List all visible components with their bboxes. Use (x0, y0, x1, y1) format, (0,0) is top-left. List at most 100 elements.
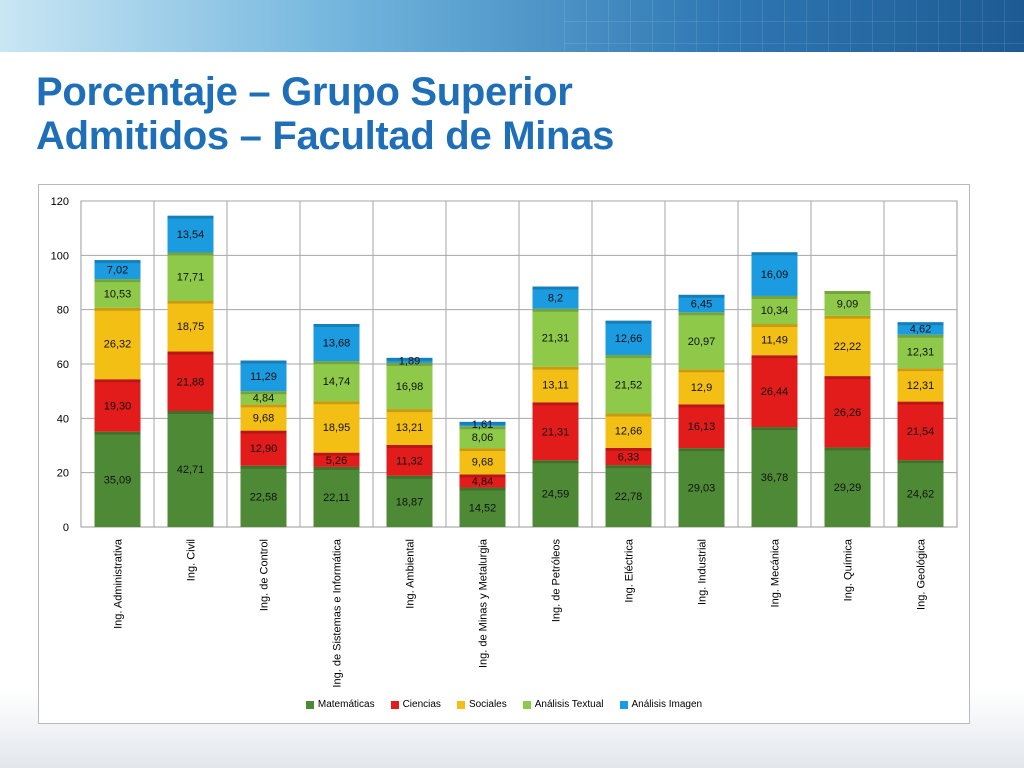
data-label: 26,44 (761, 386, 789, 398)
bar-segment-edge (606, 321, 652, 324)
data-label: 12,9 (691, 382, 712, 394)
data-label: 21,31 (542, 426, 570, 438)
data-label: 17,71 (177, 272, 205, 284)
bar-segment-edge (533, 402, 579, 405)
data-label: 16,09 (761, 269, 789, 281)
bar-segment-edge (533, 287, 579, 290)
bar-segment-edge (825, 291, 871, 294)
bar-segment-edge (533, 367, 579, 370)
data-label: 8,06 (472, 432, 493, 444)
legend-entry: Matemáticas (306, 699, 375, 710)
y-tick-label: 100 (51, 250, 69, 262)
y-tick-label: 40 (57, 413, 69, 425)
data-label: 13,68 (323, 338, 351, 350)
data-label: 29,03 (688, 483, 716, 495)
data-label: 21,88 (177, 376, 205, 388)
bar-segment-edge (95, 432, 141, 435)
data-label: 1,61 (472, 419, 493, 431)
slide-title-line-1: Porcentaje – Grupo Superior (36, 70, 614, 114)
data-label: 12,31 (907, 346, 935, 358)
bar-segment-edge (460, 448, 506, 451)
data-label: 5,26 (326, 455, 347, 467)
data-label: 21,52 (615, 379, 643, 391)
data-label: 12,66 (615, 333, 643, 345)
legend-swatch (391, 701, 399, 709)
data-label: 1,89 (399, 355, 420, 367)
x-tick-label: Ing. de Control (259, 539, 271, 611)
bar-segment-edge (679, 295, 725, 298)
slide-title: Porcentaje – Grupo Superior Admitidos – … (36, 70, 614, 158)
bar-segment-edge (679, 312, 725, 315)
data-label: 9,68 (253, 412, 274, 424)
data-label: 24,62 (907, 489, 935, 501)
bar-segment-edge (825, 447, 871, 450)
bar-segment-edge (241, 466, 287, 469)
bar-segment-edge (95, 279, 141, 282)
legend-swatch (620, 701, 628, 709)
bar-segment-edge (314, 324, 360, 327)
data-label: 11,29 (250, 371, 277, 383)
data-label: 24,59 (542, 489, 570, 501)
bar-segment-edge (168, 301, 214, 304)
legend-label: Análisis Textual (535, 699, 604, 710)
data-label: 13,21 (396, 422, 424, 434)
bar-segment-edge (752, 252, 798, 255)
bar-segment-edge (898, 368, 944, 371)
bar-segment-edge (752, 427, 798, 430)
bar-segment-edge (606, 414, 652, 417)
bar-segment-edge (241, 360, 287, 363)
x-tick-label: Ing. Química (843, 538, 855, 601)
data-label: 4,84 (253, 393, 274, 405)
data-label: 14,74 (323, 376, 351, 388)
legend-entry: Análisis Imagen (620, 699, 703, 710)
bar-segment-edge (606, 448, 652, 451)
data-label: 19,30 (104, 400, 132, 412)
stacked-bar-chart: 0 20 40 60 80 100 120 35,09 42,71 22,58 22,11 18,87… (38, 184, 970, 724)
data-label: 9,68 (472, 456, 493, 468)
x-tick-label: Ing. Industrial (697, 539, 709, 605)
data-label: 16,13 (688, 421, 716, 433)
legend-entry: Ciencias (391, 699, 441, 710)
x-tick-label: Ing. Geológica (916, 538, 928, 610)
bar-segment-edge (168, 252, 214, 255)
bar-segment-edge (314, 401, 360, 404)
bar-segment-edge (752, 355, 798, 358)
bar-segment-edge (168, 216, 214, 219)
x-tick-label: Ing. Ambiental (405, 539, 417, 609)
y-tick-label: 120 (51, 196, 69, 208)
bar-segment-edge (387, 476, 433, 479)
data-label: 14,52 (469, 502, 497, 514)
bar-segment-edge (314, 361, 360, 364)
data-label: 21,31 (542, 333, 570, 345)
data-label: 35,09 (104, 474, 132, 486)
x-tick-label: Ing. Administrativa (113, 538, 125, 629)
data-label: 4,84 (472, 476, 493, 488)
data-label: 18,87 (396, 496, 424, 508)
data-label: 8,2 (548, 293, 563, 305)
bar-segment-edge (679, 448, 725, 451)
slide-title-line-2: Admitidos – Facultad de Minas (36, 114, 614, 158)
legend-swatch (523, 701, 531, 709)
x-tick-label: Ing. Mecánica (770, 538, 782, 607)
data-label: 21,54 (907, 426, 935, 438)
bar-segment-edge (460, 488, 506, 491)
data-label: 4,62 (910, 323, 931, 335)
legend-label: Ciencias (403, 699, 441, 710)
bar-segment-edge (752, 296, 798, 299)
bar-segment-edge (679, 369, 725, 372)
bar-segment-edge (168, 411, 214, 414)
bar-segment-edge (241, 404, 287, 407)
x-tick-label: Ing. de Sistemas e Informática (332, 538, 344, 687)
header-banner-pattern (564, 0, 1024, 52)
bar-segment-edge (533, 460, 579, 463)
x-tick-label: Ing. Civil (186, 539, 198, 581)
data-label: 22,22 (834, 341, 862, 353)
y-tick-label: 0 (63, 522, 69, 534)
data-label: 22,11 (323, 492, 350, 504)
data-label: 13,11 (542, 379, 569, 391)
x-tick-label: Ing. de Petróleos (551, 539, 563, 623)
legend-label: Matemáticas (318, 699, 375, 710)
data-label: 26,26 (834, 407, 862, 419)
bar-segment-edge (898, 402, 944, 405)
bar-segment-edge (241, 431, 287, 434)
